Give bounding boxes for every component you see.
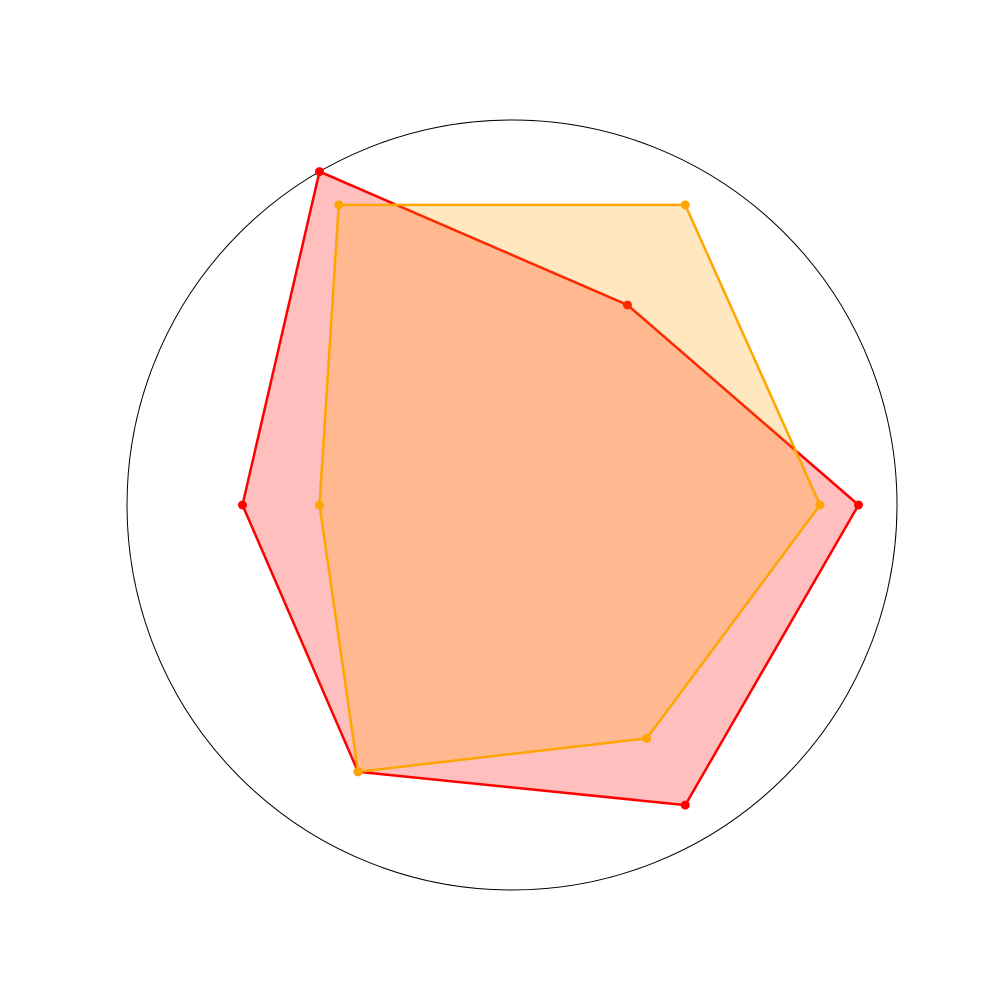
series-point — [353, 767, 363, 777]
series-point — [854, 500, 863, 510]
series-point — [680, 200, 690, 210]
series-point — [334, 200, 344, 210]
series-point — [238, 500, 247, 510]
series-point — [623, 300, 632, 310]
series-point — [315, 500, 324, 510]
outer-ring — [126, 119, 898, 891]
series-point — [680, 800, 690, 810]
series-point — [642, 733, 652, 743]
series-point — [815, 500, 825, 510]
series-point — [315, 167, 324, 177]
